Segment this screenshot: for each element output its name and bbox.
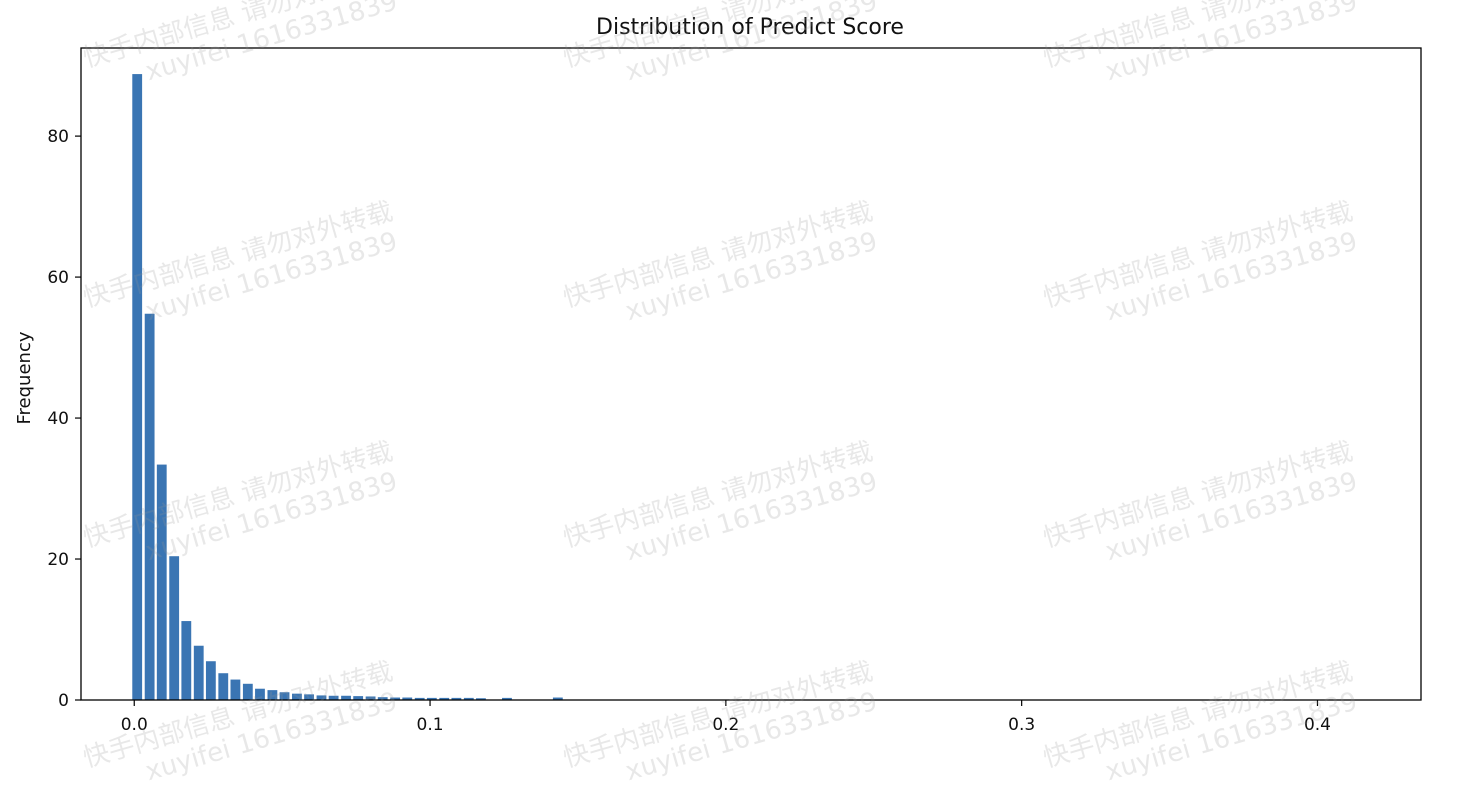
histogram-bar: [341, 695, 351, 700]
histogram-bar: [502, 697, 512, 700]
histogram-bar: [439, 697, 450, 700]
y-tick-label: 60: [47, 268, 69, 288]
histogram-bar: [279, 692, 290, 700]
x-tick-label: 0.4: [1304, 715, 1331, 735]
histogram-bar: [181, 621, 192, 700]
histogram-bar: [463, 697, 474, 700]
histogram-bar: [132, 74, 143, 700]
x-tick-label: 0.2: [712, 715, 739, 735]
histogram-bar: [328, 695, 339, 700]
x-tick-label: 0.0: [121, 715, 148, 735]
histogram-bar: [377, 697, 388, 700]
histogram-bar: [156, 464, 167, 700]
histogram-bar: [390, 697, 401, 700]
histogram-bar: [552, 697, 563, 700]
histogram-bar: [353, 696, 364, 700]
plot-frame: [80, 47, 1422, 701]
histogram-bar: [414, 697, 425, 700]
histogram-bar: [169, 556, 180, 700]
y-tick-label: 0: [58, 691, 69, 711]
predict-score-histogram: Distribution of Predict Score Frequency …: [14, 15, 1422, 735]
histogram-bar: [205, 661, 216, 700]
bars-group: [132, 74, 563, 700]
histogram-bar: [218, 673, 229, 700]
y-tick-label: 40: [47, 409, 69, 429]
histogram-bar: [316, 695, 327, 700]
histogram-bar: [402, 697, 413, 700]
x-tick-label: 0.3: [1008, 715, 1035, 735]
histogram-bar: [242, 683, 253, 700]
histogram-bar: [426, 697, 437, 700]
histogram-bar: [292, 693, 302, 700]
y-axis-label: Frequency: [14, 331, 35, 424]
y-tick-label: 80: [47, 127, 69, 147]
histogram-bar: [304, 694, 314, 700]
histogram-bar: [144, 313, 155, 700]
x-tick-label: 0.1: [417, 715, 444, 735]
histogram-bar: [365, 696, 376, 700]
histogram-bar: [451, 697, 462, 700]
histogram-bar: [267, 690, 278, 700]
histogram-bar: [230, 679, 241, 700]
histogram-bar: [476, 698, 486, 700]
chart-title: Distribution of Predict Score: [596, 15, 904, 40]
histogram-bar: [255, 688, 265, 700]
ticks-group: 0.0 0.1 0.2 0.3 0.4 0 20 40 60 80: [47, 127, 1331, 735]
y-tick-label: 20: [47, 550, 69, 570]
histogram-bar: [193, 645, 204, 700]
